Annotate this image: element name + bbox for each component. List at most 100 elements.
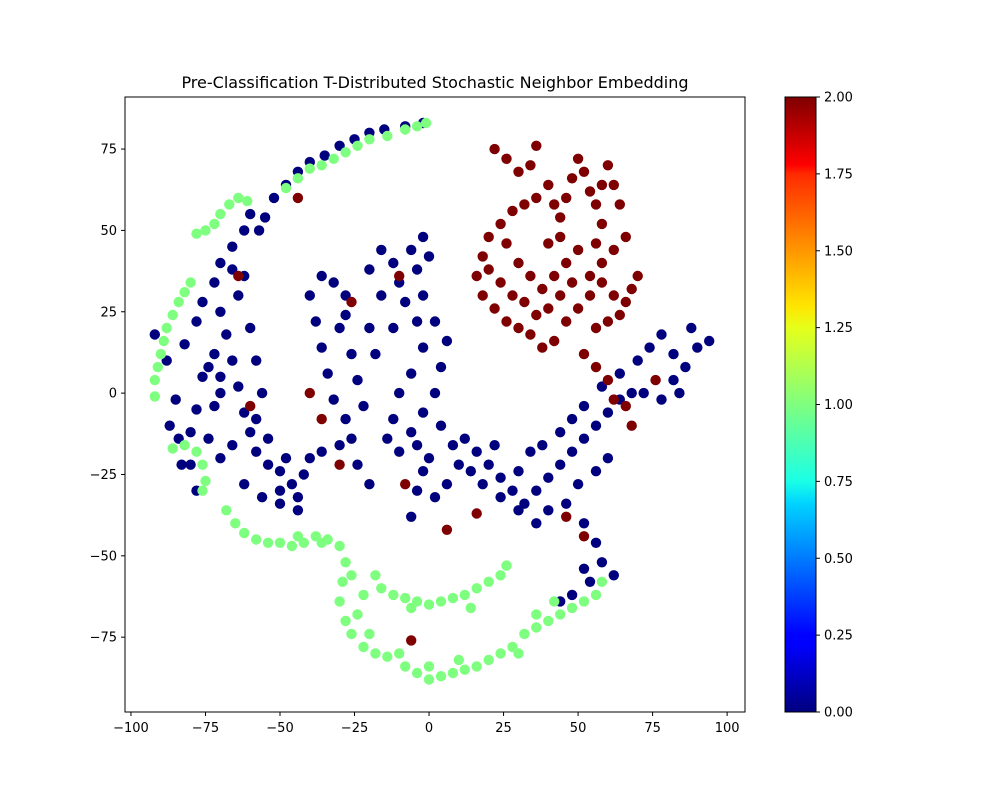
scatter-point-class-1 bbox=[578, 596, 590, 607]
scatter-point-class-2 bbox=[525, 329, 536, 340]
scatter-point-class-0 bbox=[471, 446, 482, 457]
scatter-point-class-2 bbox=[489, 303, 500, 314]
scatter-point-class-1 bbox=[411, 667, 423, 679]
scatter-point-class-0 bbox=[197, 371, 208, 382]
scatter-point-class-2 bbox=[513, 257, 524, 269]
scatter-point-class-1 bbox=[382, 651, 393, 662]
scatter-point-class-2 bbox=[596, 218, 608, 230]
scatter-point-class-0 bbox=[459, 433, 470, 444]
scatter-point-class-0 bbox=[507, 485, 518, 496]
scatter-point-class-2 bbox=[590, 322, 602, 334]
scatter-point-class-2 bbox=[561, 192, 572, 204]
scatter-point-class-1 bbox=[262, 537, 274, 548]
scatter-point-class-1 bbox=[370, 648, 381, 659]
scatter-point-class-2 bbox=[572, 303, 584, 314]
scatter-point-class-0 bbox=[319, 150, 330, 161]
y-tick-label: 50 bbox=[100, 224, 117, 239]
scatter-point-class-2 bbox=[525, 270, 536, 282]
scatter-point-class-2 bbox=[626, 283, 637, 295]
scatter-point-class-2 bbox=[596, 179, 608, 191]
scatter-point-class-0 bbox=[245, 427, 256, 438]
scatter-point-class-1 bbox=[197, 459, 208, 470]
scatter-point-class-2 bbox=[596, 257, 608, 269]
scatter-point-class-1 bbox=[459, 664, 470, 675]
scatter-point-class-0 bbox=[388, 257, 399, 269]
scatter-point-class-1 bbox=[358, 641, 369, 653]
scatter-point-class-0 bbox=[334, 322, 345, 334]
scatter-point-class-0 bbox=[477, 479, 488, 490]
scatter-point-class-0 bbox=[346, 433, 357, 444]
scatter-point-class-2 bbox=[602, 374, 614, 386]
scatter-point-class-0 bbox=[185, 459, 196, 470]
scatter-point-class-1 bbox=[465, 602, 476, 614]
scatter-point-class-0 bbox=[352, 374, 363, 386]
scatter-point-class-0 bbox=[578, 518, 590, 529]
scatter-point-class-2 bbox=[590, 199, 602, 210]
scatter-point-class-1 bbox=[423, 661, 435, 672]
scatter-point-class-2 bbox=[233, 270, 244, 282]
scatter-point-class-1 bbox=[513, 648, 524, 659]
scatter-point-class-0 bbox=[423, 453, 435, 464]
scatter-point-class-0 bbox=[316, 270, 327, 282]
scatter-point-class-0 bbox=[316, 342, 327, 353]
scatter-point-class-0 bbox=[304, 290, 315, 301]
scatter-point-class-0 bbox=[400, 296, 411, 308]
scatter-point-class-1 bbox=[495, 570, 506, 581]
scatter-point-class-0 bbox=[590, 466, 602, 477]
scatter-point-class-0 bbox=[233, 381, 244, 392]
scatter-point-class-0 bbox=[543, 505, 554, 516]
scatter-point-class-2 bbox=[304, 387, 315, 399]
scatter-point-class-0 bbox=[388, 413, 399, 425]
scatter-point-class-1 bbox=[179, 287, 190, 298]
scatter-point-class-2 bbox=[650, 374, 661, 386]
scatter-point-class-0 bbox=[435, 361, 447, 373]
scatter-point-class-1 bbox=[447, 592, 459, 604]
scatter-point-class-1 bbox=[453, 654, 464, 666]
scatter-point-class-0 bbox=[364, 479, 375, 490]
scatter-point-class-0 bbox=[364, 322, 375, 334]
scatter-point-class-2 bbox=[608, 394, 619, 405]
scatter-point-class-0 bbox=[406, 244, 417, 256]
scatter-point-class-2 bbox=[501, 316, 512, 327]
scatter-point-class-1 bbox=[239, 527, 250, 539]
scatter-point-class-2 bbox=[561, 257, 572, 269]
scatter-point-class-2 bbox=[406, 635, 417, 646]
scatter-point-class-0 bbox=[686, 322, 697, 334]
scatter-point-class-1 bbox=[286, 540, 298, 552]
scatter-point-class-2 bbox=[537, 283, 548, 295]
scatter-point-class-2 bbox=[543, 238, 554, 249]
scatter-point-class-0 bbox=[203, 361, 214, 373]
scatter-point-class-0 bbox=[644, 342, 655, 353]
scatter-point-class-0 bbox=[233, 290, 244, 301]
scatter-point-class-2 bbox=[483, 231, 494, 243]
scatter-point-class-1 bbox=[423, 674, 435, 685]
scatter-point-class-2 bbox=[632, 270, 643, 282]
scatter-point-class-1 bbox=[215, 208, 226, 220]
scatter-point-class-2 bbox=[477, 290, 488, 301]
colorbar-tick-label: 1.00 bbox=[824, 398, 853, 413]
scatter-point-class-2 bbox=[549, 335, 560, 347]
scatter-point-class-2 bbox=[602, 160, 614, 171]
scatter-point-class-2 bbox=[555, 290, 566, 301]
scatter-point-class-0 bbox=[340, 309, 351, 321]
scatter-point-class-2 bbox=[590, 361, 602, 373]
scatter-point-class-2 bbox=[566, 173, 578, 184]
scatter-point-class-2 bbox=[346, 296, 357, 308]
scatter-point-class-1 bbox=[149, 391, 160, 402]
scatter-point-class-2 bbox=[531, 140, 542, 151]
scatter-point-class-2 bbox=[602, 316, 614, 327]
scatter-point-class-1 bbox=[364, 134, 375, 145]
scatter-point-class-1 bbox=[364, 628, 375, 640]
colorbar-tick-label: 0.50 bbox=[824, 552, 853, 567]
scatter-point-class-0 bbox=[566, 413, 578, 425]
scatter-point-class-0 bbox=[185, 427, 196, 438]
scatter-point-class-0 bbox=[176, 459, 187, 470]
scatter-point-class-1 bbox=[173, 296, 184, 308]
colorbar-tick-label: 1.25 bbox=[824, 321, 853, 336]
colorbar-tick-label: 0.75 bbox=[824, 475, 853, 490]
scatter-point-class-1 bbox=[411, 121, 423, 132]
scatter-point-class-0 bbox=[417, 407, 429, 418]
scatter-point-class-0 bbox=[253, 225, 265, 236]
scatter-point-class-0 bbox=[370, 348, 381, 360]
scatter-point-class-0 bbox=[495, 492, 506, 503]
